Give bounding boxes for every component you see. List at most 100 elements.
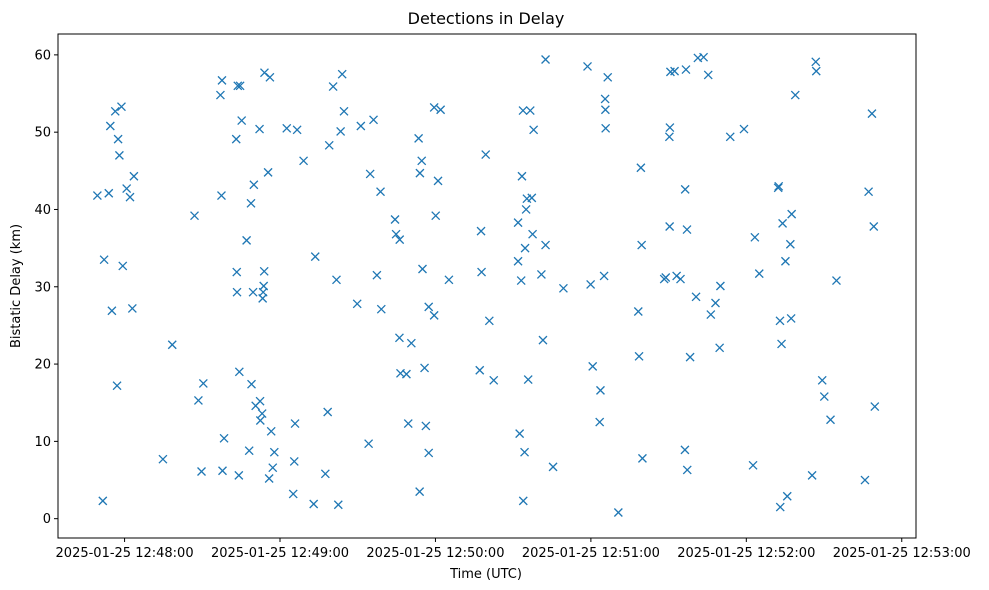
data-point [268,463,278,473]
data-point [725,132,735,142]
data-point [356,121,366,131]
data-point [418,264,427,274]
data-point [860,475,870,485]
data-point [421,421,431,431]
data-point [699,52,709,62]
data-point [288,489,298,499]
data-point [265,72,275,82]
data-point [665,123,675,132]
data-point [680,445,690,455]
data-point [218,466,227,476]
data-point [107,306,117,316]
data-point [339,106,349,116]
data-point [193,395,203,405]
data-point [826,415,835,425]
data-point [99,255,109,265]
data-point [832,276,841,286]
data-point [415,487,425,497]
data-point [105,121,115,131]
data-point [603,72,613,82]
data-point [811,57,821,67]
data-point [778,218,788,228]
data-point [588,361,598,371]
data-point [431,211,441,221]
data-point [292,125,302,135]
data-point [774,181,784,191]
data-point [786,314,796,323]
data-point [520,447,530,457]
data-point [259,266,269,276]
data-point [703,70,713,80]
data-point [513,218,523,228]
data-point [232,267,242,277]
data-point [299,156,309,166]
data-point [234,470,244,480]
data-point [269,447,279,457]
data-point [773,183,783,193]
x-tick-label: 2025-01-25 12:51:00 [522,546,660,561]
data-point [264,474,274,483]
data-point [391,229,401,239]
data-point [529,125,539,135]
data-point [420,363,430,373]
data-point [320,469,330,479]
data-point [782,491,792,501]
data-point [521,205,531,214]
data-point [750,232,760,242]
data-point [352,299,362,309]
data-point [525,106,535,115]
data-point [665,222,675,231]
data-point [263,167,273,177]
data-point [682,225,692,235]
data-point [127,303,137,313]
data-point [706,310,716,320]
data-point [681,65,691,75]
data-point [217,191,226,201]
data-point [489,375,499,385]
data-point [633,307,643,316]
data-point [395,235,405,245]
y-tick-label: 30 [34,280,51,295]
data-point [242,235,252,245]
x-tick-label: 2025-01-25 12:48:00 [56,546,194,561]
data-point [424,448,434,458]
data-point [231,134,241,144]
data-point [113,134,123,144]
data-point [336,126,346,136]
x-tick-label: 2025-01-25 12:49:00 [211,546,349,561]
data-point [429,102,439,112]
data-point [234,367,244,377]
data-point [233,81,243,91]
data-point [691,292,701,302]
y-tick-label: 0 [43,512,51,527]
data-point [309,499,319,509]
data-point [600,94,610,104]
data-point [664,132,674,142]
data-point [785,239,795,249]
data-point [676,274,685,284]
data-point [255,124,265,134]
data-point [780,256,790,266]
data-point [527,193,537,203]
data-point [158,454,168,464]
data-point [365,169,375,179]
data-point [867,109,877,119]
data-point [520,243,530,253]
data-point [748,460,758,470]
y-axis-label: Bistatic Delay (km) [9,224,24,348]
data-point [481,150,491,160]
data-point [129,171,139,181]
y-tick-label: 20 [34,358,51,373]
data-point [376,304,386,314]
data-point [444,275,454,285]
data-point [117,102,126,112]
data-point [390,215,400,224]
data-point [215,90,225,100]
data-point [333,500,343,510]
data-point [232,287,242,297]
data-point [583,62,592,71]
data-point [599,271,609,281]
y-tick-label: 60 [34,48,51,63]
data-point [754,269,764,279]
data-point [114,150,124,160]
